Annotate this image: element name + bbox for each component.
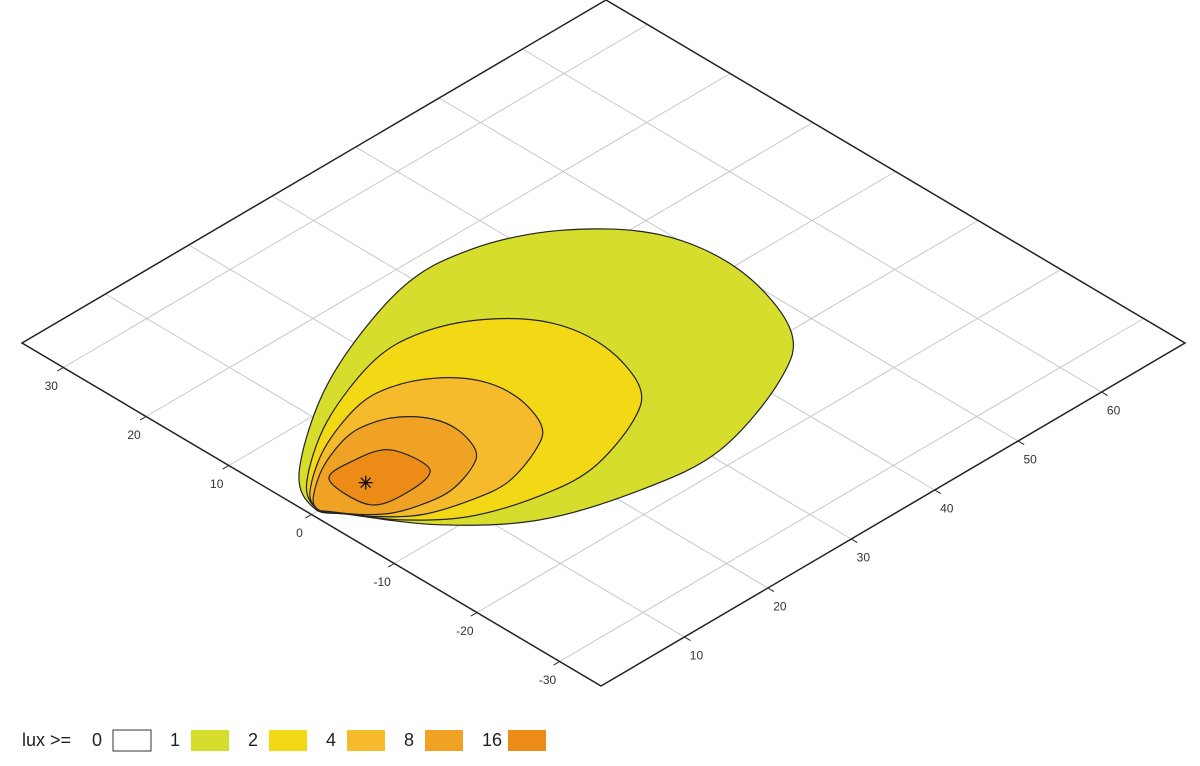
- y-tick-label: -20: [456, 624, 474, 638]
- legend-swatch: [508, 730, 546, 751]
- legend-swatch: [269, 730, 307, 751]
- legend-level: 0: [92, 730, 102, 750]
- contour: [328, 449, 431, 506]
- legend-level: 1: [170, 730, 180, 750]
- y-tick-label: 20: [127, 428, 141, 442]
- grid-line: [145, 73, 731, 417]
- y-tick: [139, 416, 147, 421]
- x-tick-label: 50: [1024, 452, 1038, 466]
- grid-line: [476, 269, 1062, 613]
- y-tick-label: 10: [210, 477, 224, 491]
- y-tick: [222, 465, 230, 470]
- x-tick-label: 40: [940, 501, 954, 515]
- y-tick: [553, 661, 560, 666]
- y-tick: [470, 612, 478, 617]
- y-tick-label: 0: [296, 526, 303, 540]
- y-tick: [387, 563, 395, 568]
- x-tick: [1017, 440, 1025, 445]
- legend-swatch: [425, 730, 463, 751]
- legend-level: 16: [482, 730, 502, 750]
- luminaire-stroke: [360, 477, 372, 489]
- plane: [20, 0, 1187, 687]
- x-tick-label: 60: [1107, 403, 1121, 417]
- x-tick: [1101, 391, 1108, 396]
- x-tick: [934, 489, 941, 494]
- legend-label: lux >=: [22, 730, 71, 750]
- y-tick: [305, 514, 312, 519]
- x-tick-label: 10: [690, 648, 704, 662]
- x-tick: [767, 587, 775, 592]
- legend-swatch: [112, 729, 152, 752]
- legend-level: 2: [248, 730, 258, 750]
- legend-swatch: [191, 730, 229, 751]
- luminaire: [358, 475, 373, 490]
- legend-swatch: [347, 730, 385, 751]
- plane-outline: [20, 0, 1187, 687]
- y-tick: [57, 367, 64, 372]
- legend-level: 4: [326, 730, 336, 750]
- grid-line: [559, 318, 1144, 662]
- grid-line: [63, 24, 648, 368]
- x-tick: [684, 636, 691, 641]
- legend-level: 8: [404, 730, 414, 750]
- x-tick: [851, 538, 858, 543]
- x-tick-label: 20: [773, 599, 787, 613]
- x-tick-label: 30: [857, 550, 871, 564]
- y-tick-label: 30: [45, 379, 59, 393]
- y-tick-label: -30: [539, 673, 557, 687]
- y-tick-label: -10: [373, 575, 391, 589]
